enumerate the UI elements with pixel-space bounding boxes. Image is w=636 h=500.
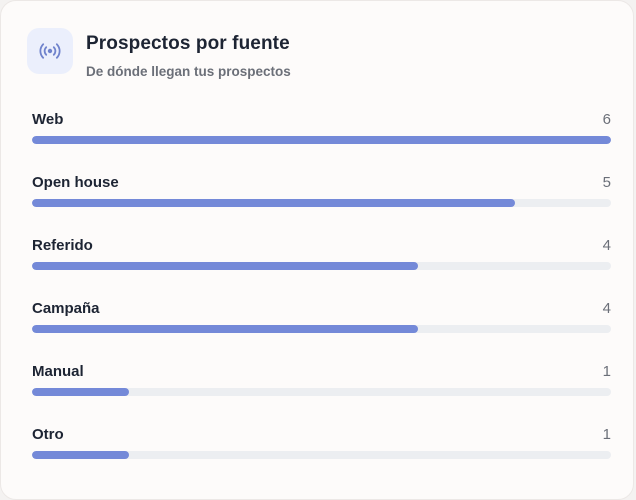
progress-track [32,199,611,207]
source-label: Otro [32,425,64,443]
progress-fill [32,451,129,459]
source-label: Referido [32,236,93,254]
sources-list: Web 6 Open house 5 Referido 4 Campaña 4 [32,109,611,487]
progress-fill [32,262,418,270]
source-count: 1 [602,425,611,443]
progress-track [32,136,611,144]
source-row-manual: Manual 1 [32,361,611,424]
source-count: 6 [602,110,611,128]
card-subtitle: De dónde llegan tus prospectos [86,64,291,79]
source-label: Campaña [32,299,100,317]
source-row-referido: Referido 4 [32,235,611,298]
card-header: Prospectos por fuente De dónde llegan tu… [27,28,291,81]
source-label: Open house [32,173,119,191]
progress-track [32,325,611,333]
progress-track [32,451,611,459]
progress-fill [32,388,129,396]
progress-track [32,388,611,396]
source-row-otro: Otro 1 [32,424,611,487]
source-count: 1 [602,362,611,380]
source-count: 4 [602,236,611,254]
source-row-open-house: Open house 5 [32,172,611,235]
source-count: 4 [602,299,611,317]
card-title: Prospectos por fuente [86,33,290,54]
broadcast-icon [27,28,73,74]
source-label: Manual [32,362,84,380]
source-row-campana: Campaña 4 [32,298,611,361]
source-label: Web [32,110,64,128]
progress-fill [32,199,515,207]
source-row-web: Web 6 [32,109,611,172]
source-count: 5 [602,173,611,191]
progress-track [32,262,611,270]
progress-fill [32,136,611,144]
progress-fill [32,325,418,333]
